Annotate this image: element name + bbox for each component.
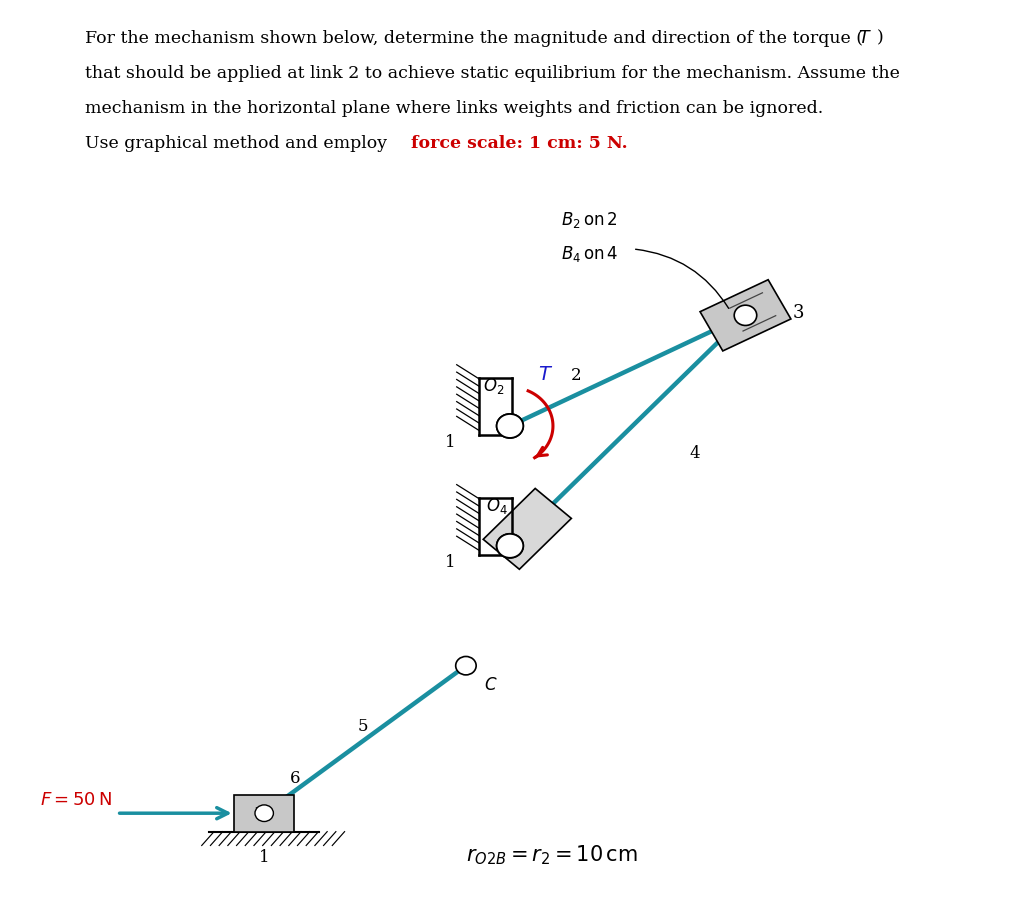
Text: D$o$: D$o$ xyxy=(254,806,274,821)
Text: $r_{O2B} = r_2 = 10\,\mathrm{cm}$: $r_{O2B} = r_2 = 10\,\mathrm{cm}$ xyxy=(466,844,638,868)
Text: ): ) xyxy=(877,30,884,46)
Text: $B_2\,\mathrm{on}\,2$: $B_2\,\mathrm{on}\,2$ xyxy=(561,210,617,230)
Text: mechanism in the horizontal plane where links weights and friction can be ignore: mechanism in the horizontal plane where … xyxy=(85,100,823,116)
Text: 5: 5 xyxy=(358,718,369,735)
Text: $T$: $T$ xyxy=(539,366,553,384)
Bar xyxy=(234,795,294,832)
Circle shape xyxy=(255,805,273,822)
Text: $B_4\,\mathrm{on}\,4$: $B_4\,\mathrm{on}\,4$ xyxy=(561,243,618,264)
Circle shape xyxy=(734,305,757,325)
Text: $F = 50\,\mathrm{N}$: $F = 50\,\mathrm{N}$ xyxy=(40,790,112,809)
Text: 1: 1 xyxy=(445,554,456,571)
Circle shape xyxy=(497,534,523,558)
Text: $O_2$: $O_2$ xyxy=(483,376,505,396)
Text: 1: 1 xyxy=(445,434,456,451)
Circle shape xyxy=(497,414,523,438)
Circle shape xyxy=(497,414,523,438)
Text: $T$: $T$ xyxy=(858,30,871,46)
Circle shape xyxy=(497,534,523,558)
Text: force scale: 1 cm: 5 N.: force scale: 1 cm: 5 N. xyxy=(411,135,628,151)
Circle shape xyxy=(456,656,476,675)
Text: 6: 6 xyxy=(290,771,300,787)
Text: 1: 1 xyxy=(259,849,269,866)
Text: Use graphical method and employ: Use graphical method and employ xyxy=(85,135,392,151)
Text: 3: 3 xyxy=(793,304,805,323)
Text: $C$: $C$ xyxy=(484,677,498,693)
Text: 2: 2 xyxy=(571,367,582,384)
Text: that should be applied at link 2 to achieve static equilibrium for the mechanism: that should be applied at link 2 to achi… xyxy=(85,65,900,81)
Polygon shape xyxy=(483,489,571,569)
Polygon shape xyxy=(700,279,791,351)
Text: For the mechanism shown below, determine the magnitude and direction of the torq: For the mechanism shown below, determine… xyxy=(85,30,863,46)
Text: $O_4$: $O_4$ xyxy=(486,496,508,516)
Text: 4: 4 xyxy=(689,445,699,462)
